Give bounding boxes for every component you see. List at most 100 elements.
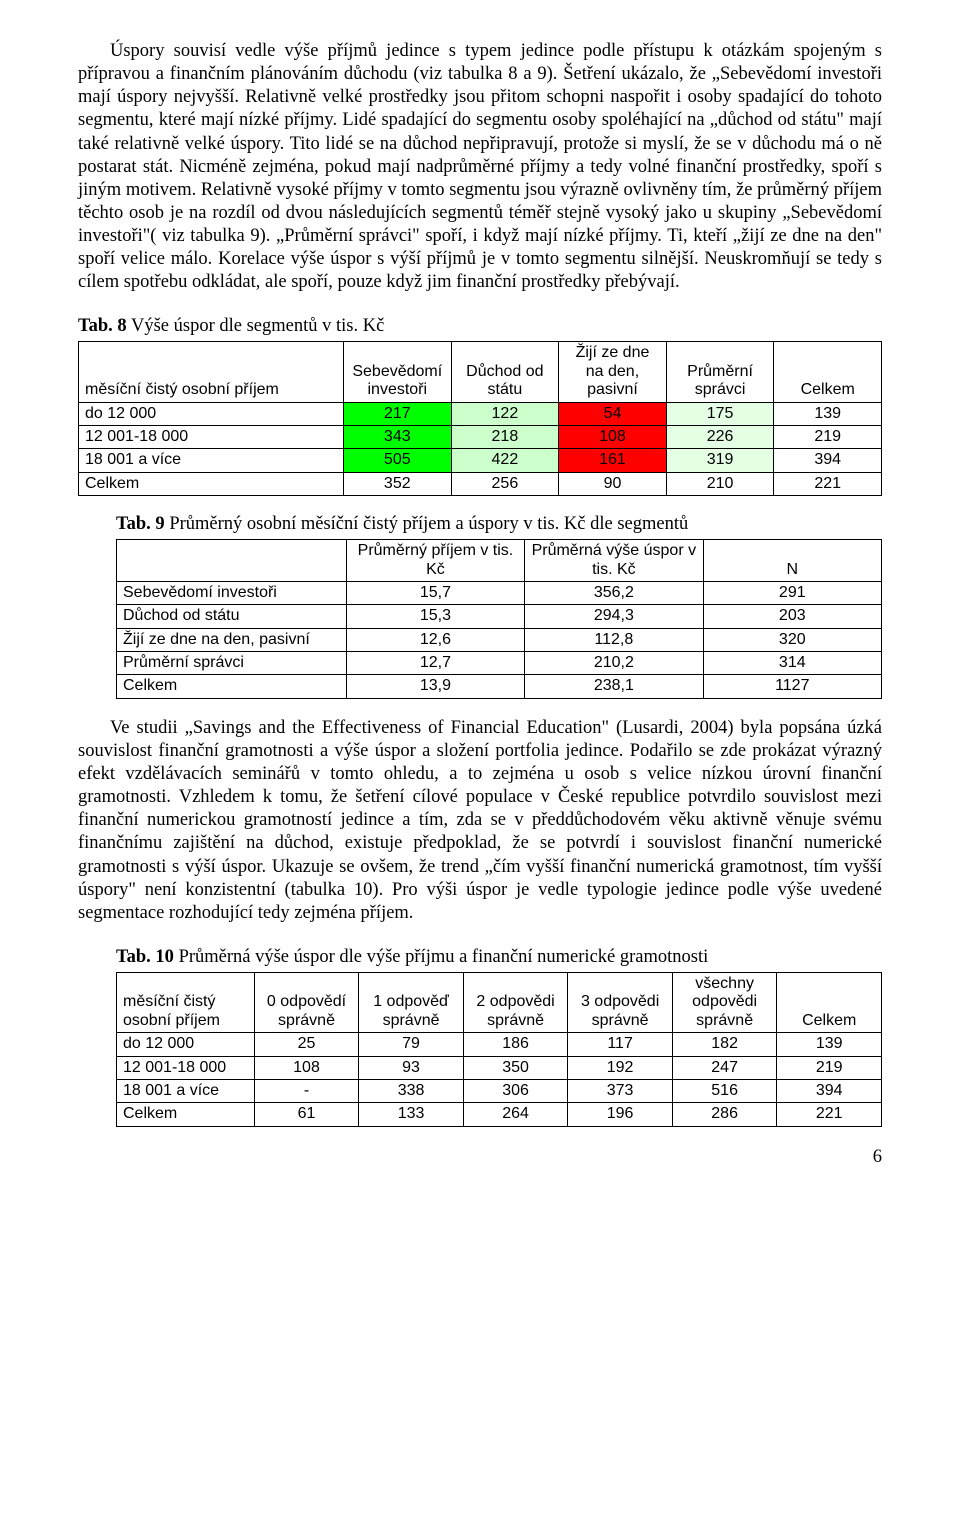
row-label: Celkem	[117, 675, 347, 698]
table-header: Žijí ze dne na den, pasivní	[559, 342, 667, 402]
cell: 175	[666, 402, 774, 425]
paragraph-1: Úspory souvisí vedle výše příjmů jedince…	[78, 40, 882, 294]
cell: 139	[774, 402, 882, 425]
cell: 203	[703, 605, 881, 628]
cell: 117	[568, 1033, 673, 1056]
row-label: do 12 000	[117, 1033, 255, 1056]
table-header: Průměrná výše úspor v tis. Kč	[525, 540, 703, 582]
table-row: 18 001 a více505422161319394	[79, 449, 882, 472]
tab9-caption: Tab. 9 Průměrný osobní měsíční čistý pří…	[116, 514, 882, 535]
cell: 112,8	[525, 628, 703, 651]
cell: 294,3	[525, 605, 703, 628]
cell: 394	[774, 449, 882, 472]
cell: 139	[777, 1033, 882, 1056]
cell: 161	[559, 449, 667, 472]
cell: 343	[343, 425, 451, 448]
table-header: měsíční čistý osobní příjem	[79, 342, 344, 402]
table-row: 12 001-18 000343218108226219	[79, 425, 882, 448]
tab8-caption-rest: Výše úspor dle segmentů v tis. Kč	[127, 316, 385, 336]
table-row: 18 001 a více-338306373516394	[117, 1079, 882, 1102]
table-header: 1 odpověď správně	[359, 972, 464, 1032]
cell: 286	[672, 1103, 777, 1126]
cell: 186	[463, 1033, 568, 1056]
cell: 422	[451, 449, 559, 472]
cell: 306	[463, 1079, 568, 1102]
cell: 90	[559, 472, 667, 495]
cell: 192	[568, 1056, 673, 1079]
tab8-caption-prefix: Tab. 8	[78, 316, 127, 336]
row-label: Důchod od státu	[117, 605, 347, 628]
cell: 133	[359, 1103, 464, 1126]
cell: 247	[672, 1056, 777, 1079]
cell: 238,1	[525, 675, 703, 698]
cell: 291	[703, 581, 881, 604]
row-label: do 12 000	[79, 402, 344, 425]
table-header: Sebevědomí investoři	[343, 342, 451, 402]
cell: 320	[703, 628, 881, 651]
table-header: 3 odpovědi správně	[568, 972, 673, 1032]
cell: 219	[774, 425, 882, 448]
table-8: měsíční čistý osobní příjemSebevědomí in…	[78, 341, 882, 496]
paragraph-2: Ve studii „Savings and the Effectiveness…	[78, 717, 882, 925]
cell: 505	[343, 449, 451, 472]
table-row: Celkem13,9238,11127	[117, 675, 882, 698]
table-row: do 12 00021712254175139	[79, 402, 882, 425]
cell: 196	[568, 1103, 673, 1126]
table-header: Důchod od státu	[451, 342, 559, 402]
cell: 218	[451, 425, 559, 448]
row-label: Celkem	[79, 472, 344, 495]
cell: 1127	[703, 675, 881, 698]
tab10-caption-rest: Průměrná výše úspor dle výše příjmu a fi…	[174, 947, 708, 967]
row-label: Celkem	[117, 1103, 255, 1126]
cell: 221	[774, 472, 882, 495]
row-label: 18 001 a více	[117, 1079, 255, 1102]
cell: 12,6	[346, 628, 524, 651]
tab10-caption-prefix: Tab. 10	[116, 947, 174, 967]
cell: 15,3	[346, 605, 524, 628]
table-row: Žijí ze dne na den, pasivní12,6112,8320	[117, 628, 882, 651]
table-header: N	[703, 540, 881, 582]
cell: 15,7	[346, 581, 524, 604]
table-header: 2 odpovědi správně	[463, 972, 568, 1032]
cell: 182	[672, 1033, 777, 1056]
cell: 210,2	[525, 652, 703, 675]
table-row: Důchod od státu15,3294,3203	[117, 605, 882, 628]
cell: 338	[359, 1079, 464, 1102]
table-row: Sebevědomí investoři15,7356,2291	[117, 581, 882, 604]
table-row: Průměrní správci12,7210,2314	[117, 652, 882, 675]
table-9: Průměrný příjem v tis. KčPrůměrná výše ú…	[116, 539, 882, 699]
cell: 13,9	[346, 675, 524, 698]
cell: 12,7	[346, 652, 524, 675]
cell: 350	[463, 1056, 568, 1079]
cell: 319	[666, 449, 774, 472]
row-label: 18 001 a více	[79, 449, 344, 472]
cell: 264	[463, 1103, 568, 1126]
row-label: Žijí ze dne na den, pasivní	[117, 628, 347, 651]
cell: 210	[666, 472, 774, 495]
cell: 373	[568, 1079, 673, 1102]
cell: 352	[343, 472, 451, 495]
table-header: Průměrní správci	[666, 342, 774, 402]
table-header: Celkem	[777, 972, 882, 1032]
table-header: Celkem	[774, 342, 882, 402]
tab8-caption: Tab. 8 Výše úspor dle segmentů v tis. Kč	[78, 316, 882, 337]
row-label: 12 001-18 000	[79, 425, 344, 448]
cell: 61	[254, 1103, 359, 1126]
cell: 108	[559, 425, 667, 448]
cell: 54	[559, 402, 667, 425]
table-header: 0 odpovědí správně	[254, 972, 359, 1032]
table-header: Průměrný příjem v tis. Kč	[346, 540, 524, 582]
table-row: Celkem61133264196286221	[117, 1103, 882, 1126]
cell: 25	[254, 1033, 359, 1056]
page-number: 6	[78, 1147, 882, 1168]
cell: 93	[359, 1056, 464, 1079]
cell: 221	[777, 1103, 882, 1126]
table-row: do 12 0002579186117182139	[117, 1033, 882, 1056]
cell: 256	[451, 472, 559, 495]
table-header: všechny odpovědi správně	[672, 972, 777, 1032]
row-label: 12 001-18 000	[117, 1056, 255, 1079]
cell: 226	[666, 425, 774, 448]
tab9-caption-rest: Průměrný osobní měsíční čistý příjem a ú…	[165, 514, 689, 534]
cell: 394	[777, 1079, 882, 1102]
row-label: Sebevědomí investoři	[117, 581, 347, 604]
